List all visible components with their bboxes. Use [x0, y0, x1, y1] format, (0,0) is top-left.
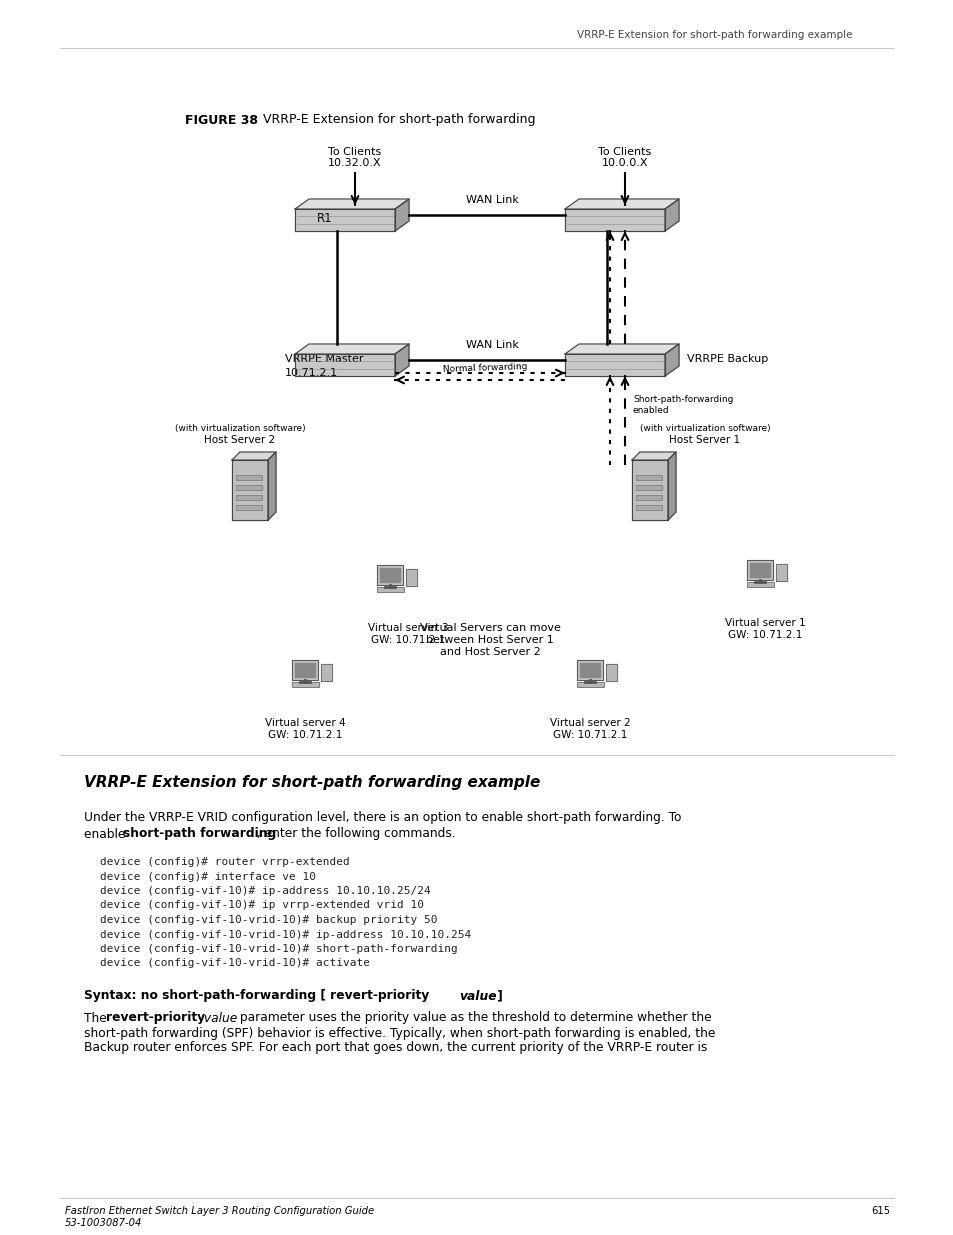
Polygon shape — [564, 354, 664, 375]
Text: GW: 10.71.2.1: GW: 10.71.2.1 — [552, 730, 626, 740]
Text: GW: 10.71.2.1: GW: 10.71.2.1 — [268, 730, 342, 740]
Text: device (config)# router vrrp-extended: device (config)# router vrrp-extended — [100, 857, 350, 867]
Text: VRRP-E Extension for short-path forwarding: VRRP-E Extension for short-path forwardi… — [263, 114, 535, 126]
Text: VRRP-E Extension for short-path forwarding example: VRRP-E Extension for short-path forwardi… — [84, 774, 539, 789]
Text: device (config-vif-10-vrid-10)# short-path-forwarding: device (config-vif-10-vrid-10)# short-pa… — [100, 944, 457, 953]
Text: To Clients: To Clients — [328, 147, 381, 157]
Text: revert-priority: revert-priority — [106, 1011, 205, 1025]
Polygon shape — [294, 209, 395, 231]
Text: To Clients: To Clients — [598, 147, 651, 157]
FancyBboxPatch shape — [235, 485, 262, 490]
Text: Virtual server 1: Virtual server 1 — [724, 618, 804, 629]
Text: Virtual Servers can move
between Host Server 1
and Host Server 2: Virtual Servers can move between Host Se… — [419, 624, 559, 657]
FancyBboxPatch shape — [636, 475, 661, 480]
Polygon shape — [577, 659, 602, 680]
Polygon shape — [664, 345, 679, 375]
Text: ]: ] — [493, 989, 502, 1003]
Polygon shape — [749, 563, 769, 577]
FancyBboxPatch shape — [235, 475, 262, 480]
Polygon shape — [232, 459, 268, 520]
FancyBboxPatch shape — [636, 485, 661, 490]
Polygon shape — [232, 452, 275, 459]
Text: VRRP-E Extension for short-path forwarding example: VRRP-E Extension for short-path forwardi… — [577, 30, 852, 40]
Text: Virtual server 3: Virtual server 3 — [367, 622, 448, 634]
Polygon shape — [564, 209, 664, 231]
Polygon shape — [376, 564, 402, 585]
FancyBboxPatch shape — [235, 505, 262, 510]
Polygon shape — [746, 559, 772, 580]
Text: short-path forwarding (SPF) behavior is effective. Typically, when short-path fo: short-path forwarding (SPF) behavior is … — [84, 1026, 715, 1040]
Text: device (config-vif-10-vrid-10)# backup priority 50: device (config-vif-10-vrid-10)# backup p… — [100, 915, 437, 925]
Polygon shape — [292, 659, 317, 680]
Text: parameter uses the priority value as the threshold to determine whether the: parameter uses the priority value as the… — [235, 1011, 711, 1025]
FancyBboxPatch shape — [636, 495, 661, 500]
Text: 10.32.0.X: 10.32.0.X — [328, 158, 381, 168]
Polygon shape — [379, 568, 399, 582]
Text: Short-path-forwarding
enabled: Short-path-forwarding enabled — [633, 395, 733, 415]
Text: WAN Link: WAN Link — [465, 195, 517, 205]
Text: device (config-vif-10)# ip vrrp-extended vrid 10: device (config-vif-10)# ip vrrp-extended… — [100, 900, 423, 910]
Polygon shape — [564, 345, 679, 354]
Text: value: value — [200, 1011, 237, 1025]
Text: (with virtualization software): (with virtualization software) — [174, 424, 305, 432]
Polygon shape — [667, 452, 676, 520]
Text: FastIron Ethernet Switch Layer 3 Routing Configuration Guide: FastIron Ethernet Switch Layer 3 Routing… — [65, 1207, 374, 1216]
Text: value: value — [458, 989, 496, 1003]
Polygon shape — [320, 664, 332, 680]
Text: device (config)# interface ve 10: device (config)# interface ve 10 — [100, 872, 315, 882]
Text: short-path forwarding: short-path forwarding — [123, 827, 276, 841]
Text: GW: 10.71.2.1: GW: 10.71.2.1 — [727, 630, 801, 640]
Text: device (config-vif-10)# ip-address 10.10.10.25/24: device (config-vif-10)# ip-address 10.10… — [100, 885, 431, 897]
Text: device (config-vif-10-vrid-10)# ip-address 10.10.10.254: device (config-vif-10-vrid-10)# ip-addre… — [100, 930, 471, 940]
Polygon shape — [564, 199, 679, 209]
FancyBboxPatch shape — [577, 682, 603, 687]
Text: GW: 10.71.2.1: GW: 10.71.2.1 — [371, 635, 445, 645]
Text: The: The — [84, 1011, 111, 1025]
Text: Normal forwarding: Normal forwarding — [442, 362, 527, 374]
Polygon shape — [631, 459, 667, 520]
Polygon shape — [294, 354, 395, 375]
Polygon shape — [268, 452, 275, 520]
Text: (with virtualization software): (with virtualization software) — [639, 424, 769, 432]
Text: WAN Link: WAN Link — [465, 340, 517, 350]
Text: Syntax: no short-path-forwarding [ revert-priority: Syntax: no short-path-forwarding [ rever… — [84, 989, 433, 1003]
Polygon shape — [664, 199, 679, 231]
Text: Backup router enforces SPF. For each port that goes down, the current priority o: Backup router enforces SPF. For each por… — [84, 1041, 706, 1055]
Text: 10.71.2.1: 10.71.2.1 — [285, 368, 337, 378]
Text: 615: 615 — [870, 1207, 889, 1216]
Polygon shape — [294, 345, 409, 354]
Polygon shape — [579, 663, 599, 677]
Text: 10.0.0.X: 10.0.0.X — [601, 158, 648, 168]
Text: R1: R1 — [317, 211, 333, 225]
Polygon shape — [631, 452, 676, 459]
Polygon shape — [294, 199, 409, 209]
Text: Host Server 2: Host Server 2 — [204, 435, 275, 445]
Polygon shape — [406, 569, 416, 585]
Text: FIGURE 38: FIGURE 38 — [185, 114, 257, 126]
Polygon shape — [775, 564, 786, 580]
Text: device (config-vif-10-vrid-10)# activate: device (config-vif-10-vrid-10)# activate — [100, 958, 370, 968]
Text: 53-1003087-04: 53-1003087-04 — [65, 1218, 142, 1228]
FancyBboxPatch shape — [292, 682, 318, 687]
Polygon shape — [395, 345, 409, 375]
Text: VRRPE Master: VRRPE Master — [285, 354, 363, 364]
Text: VRRPE Backup: VRRPE Backup — [686, 354, 767, 364]
FancyBboxPatch shape — [376, 587, 403, 592]
Polygon shape — [605, 664, 617, 680]
FancyBboxPatch shape — [746, 582, 773, 587]
Text: , enter the following commands.: , enter the following commands. — [253, 827, 456, 841]
Text: Virtual server 2: Virtual server 2 — [549, 718, 630, 727]
Polygon shape — [395, 199, 409, 231]
Text: Under the VRRP-E VRID configuration level, there is an option to enable short-pa: Under the VRRP-E VRID configuration leve… — [84, 811, 680, 825]
Text: Host Server 1: Host Server 1 — [669, 435, 740, 445]
Text: Virtual server 4: Virtual server 4 — [264, 718, 345, 727]
Text: enable: enable — [84, 827, 129, 841]
Polygon shape — [294, 663, 314, 677]
FancyBboxPatch shape — [636, 505, 661, 510]
FancyBboxPatch shape — [235, 495, 262, 500]
